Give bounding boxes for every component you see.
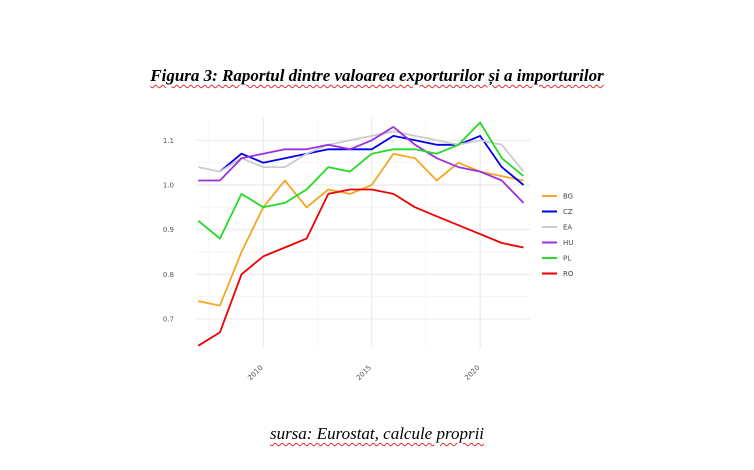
figure-title: Figura 3: Raportul dintre valoarea expor… bbox=[150, 66, 604, 85]
x-tick-label: 2015 bbox=[355, 364, 373, 382]
figure-source: sursa: Eurostat, calcule proprii bbox=[269, 424, 485, 443]
legend-label-bg: BG bbox=[563, 193, 573, 201]
series-line-pl bbox=[197, 121, 525, 240]
legend-label-pl: PL bbox=[563, 255, 571, 263]
series-line-cz bbox=[219, 135, 525, 186]
y-tick-label: 1.1 bbox=[163, 137, 174, 145]
chart-grid bbox=[196, 118, 530, 348]
legend-label-cz: CZ bbox=[563, 208, 573, 216]
chart-series bbox=[197, 121, 525, 347]
y-tick-label: 0.7 bbox=[163, 315, 174, 323]
y-tick-label: 0.9 bbox=[163, 226, 174, 234]
x-tick-label: 2010 bbox=[246, 364, 264, 382]
chart-legend: BG CZ EA HU PL RO bbox=[542, 193, 574, 278]
x-tick-label: 2020 bbox=[463, 364, 481, 382]
series-line-ea bbox=[198, 130, 525, 173]
legend-label-hu: HU bbox=[563, 239, 573, 247]
y-tick-label: 1.0 bbox=[163, 181, 174, 189]
series-line-hu bbox=[198, 126, 525, 204]
legend-label-ro: RO bbox=[563, 270, 574, 278]
y-tick-label: 0.8 bbox=[163, 271, 174, 279]
legend-label-ea: EA bbox=[563, 224, 572, 232]
series-line-ro bbox=[197, 188, 524, 347]
